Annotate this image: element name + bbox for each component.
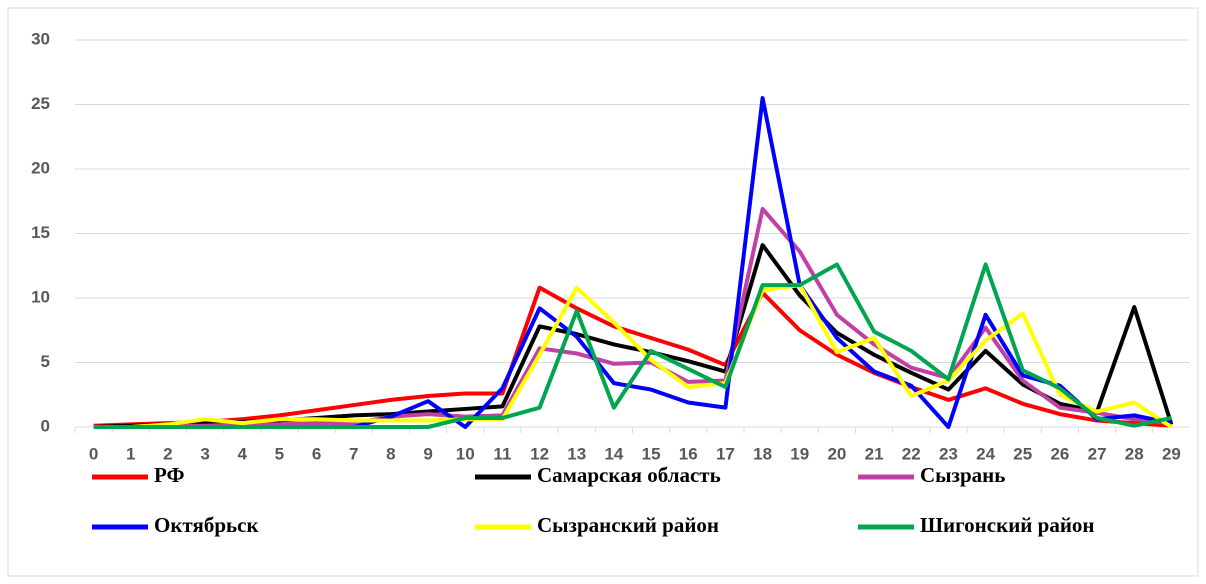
- x-tick-label: 25: [1013, 444, 1032, 463]
- x-tick-label: 20: [827, 444, 846, 463]
- x-tick-label: 16: [679, 444, 698, 463]
- x-tick-label: 5: [275, 444, 284, 463]
- x-tick-label: 17: [716, 444, 735, 463]
- x-tick-label: 9: [423, 444, 432, 463]
- y-tick-label: 5: [41, 352, 50, 371]
- x-tick-label: 1: [126, 444, 135, 463]
- x-tick-label: 19: [790, 444, 809, 463]
- x-tick-label: 7: [349, 444, 358, 463]
- y-tick-label: 30: [31, 29, 50, 48]
- y-tick-label: 20: [31, 158, 50, 177]
- series-line: [93, 262, 1172, 429]
- legend-label: РФ: [154, 463, 185, 487]
- x-tick-label: 11: [493, 444, 511, 463]
- y-tick-label: 25: [31, 94, 50, 113]
- x-tick-label: 22: [902, 444, 921, 463]
- x-tick-label: 24: [976, 444, 995, 463]
- x-tick-label: 15: [642, 444, 661, 463]
- x-tick-label: 26: [1050, 444, 1069, 463]
- x-tick-label: 18: [753, 444, 772, 463]
- x-tick-label: 13: [567, 444, 586, 463]
- x-tick-label: 10: [456, 444, 475, 463]
- x-tick-label: 12: [530, 444, 549, 463]
- legend-label: Октябрьск: [154, 513, 259, 537]
- legend-label: Сызрань: [920, 463, 1005, 487]
- x-tick-label: 23: [939, 444, 958, 463]
- y-tick-label: 15: [31, 223, 50, 242]
- x-tick-label: 21: [865, 444, 884, 463]
- x-tick-label: 27: [1088, 444, 1107, 463]
- y-tick-label: 0: [41, 416, 50, 435]
- x-tick-label: 29: [1162, 444, 1181, 463]
- x-tick-label: 8: [386, 444, 395, 463]
- x-tick-label: 14: [604, 444, 623, 463]
- x-tick-label: 4: [238, 444, 248, 463]
- x-tick-label: 6: [312, 444, 321, 463]
- series-line: [93, 283, 1173, 429]
- x-tick-label: 28: [1125, 444, 1144, 463]
- x-tick-label: 2: [163, 444, 172, 463]
- legend-label: Самарская область: [537, 463, 721, 487]
- y-tick-label: 10: [31, 287, 50, 306]
- x-tick-label: 0: [89, 444, 98, 463]
- legend-label: Шигонский район: [920, 513, 1095, 537]
- series-line: [93, 285, 1172, 428]
- legend-label: Сызранский район: [537, 513, 719, 537]
- x-tick-label: 3: [200, 444, 209, 463]
- chart-border: [7, 7, 1199, 577]
